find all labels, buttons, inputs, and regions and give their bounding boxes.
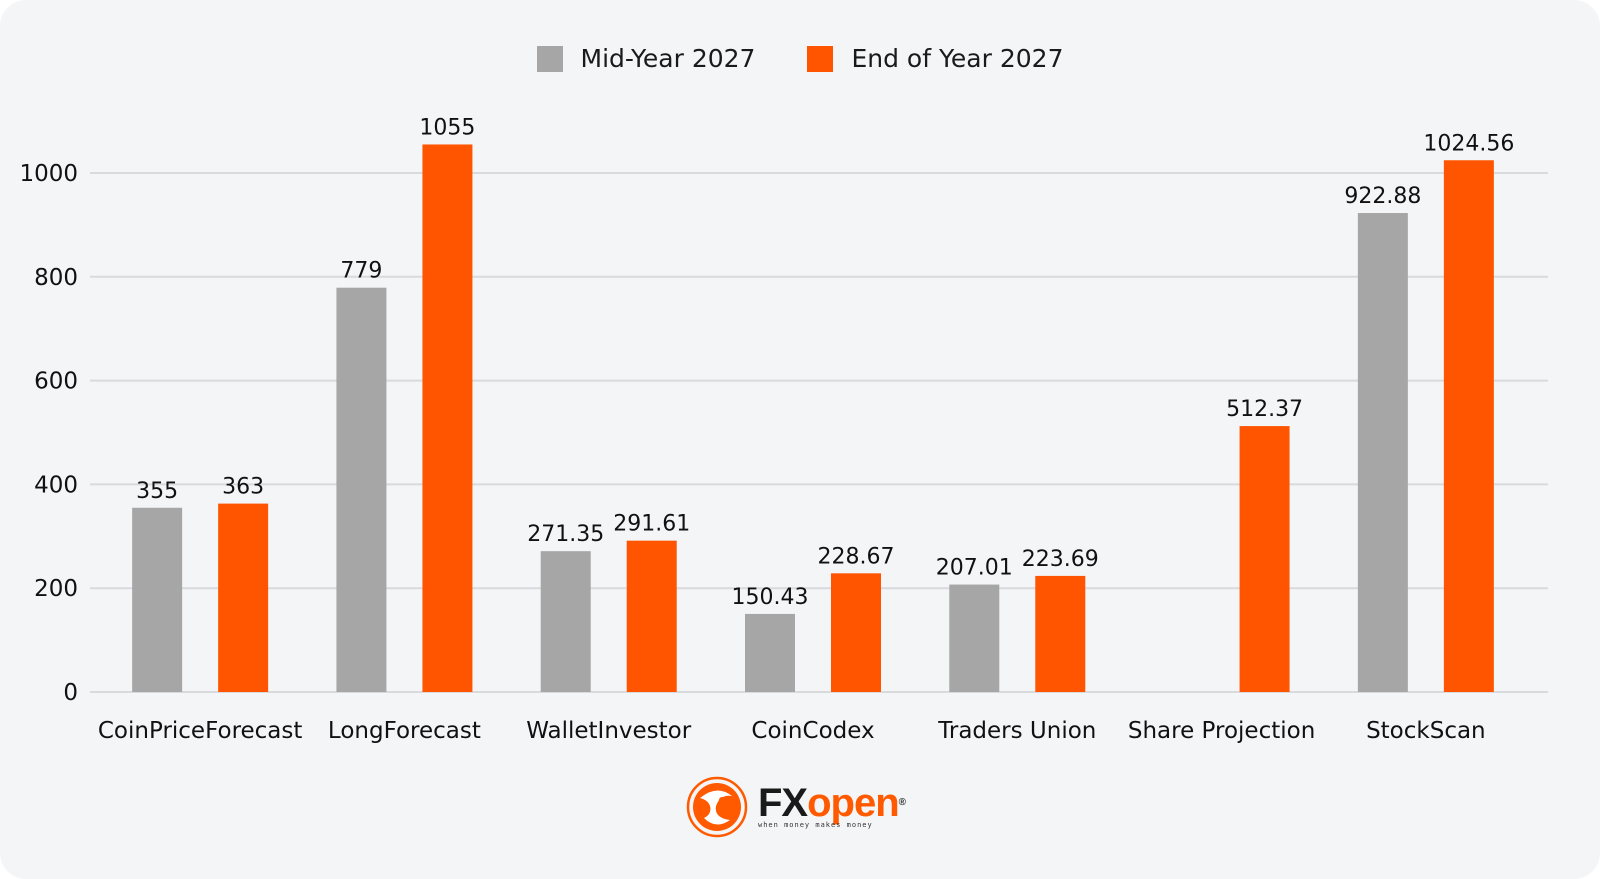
bar-mid-year <box>132 507 183 692</box>
x-tick-label: CoinPriceForecast <box>98 718 303 744</box>
x-tick-label: Traders Union <box>937 718 1096 744</box>
data-label: 1024.56 <box>1423 131 1514 156</box>
bar-end-of-year <box>218 503 269 692</box>
data-label: 355 <box>136 479 178 504</box>
data-label: 150.43 <box>732 585 809 610</box>
bull-logo-icon <box>686 776 748 838</box>
bar-end-of-year <box>626 540 677 692</box>
y-tick-label: 200 <box>34 576 78 602</box>
y-tick-label: 1000 <box>19 161 78 187</box>
data-label: 1055 <box>419 115 475 140</box>
bar-end-of-year <box>831 573 881 692</box>
brand-fx: FX <box>758 781 808 825</box>
bar-mid-year <box>745 613 795 692</box>
bar-end-of-year <box>1035 575 1086 692</box>
bar-chart: 0 200 400 600 800 1000 355 363 CoinPriceForecast… <box>19 115 1548 744</box>
bar-end-of-year <box>1443 160 1494 692</box>
data-label: 228.67 <box>818 544 895 569</box>
data-label: 291.61 <box>613 512 690 537</box>
bar-end-of-year <box>422 144 473 692</box>
legend-label-mid-year: Mid-Year 2027 <box>580 44 756 73</box>
legend-item-mid-year: Mid-Year 2027 <box>536 44 756 73</box>
bar-mid-year <box>540 551 591 692</box>
bar-mid-year <box>949 584 1000 692</box>
legend: Mid-Year 2027 End of Year 2027 <box>0 44 1600 73</box>
data-label: 512.37 <box>1226 397 1303 422</box>
data-label: 779 <box>340 259 382 284</box>
legend-label-end-of-year: End of Year 2027 <box>851 44 1064 73</box>
bar-end-of-year <box>1239 426 1290 692</box>
data-label: 271.35 <box>527 522 604 547</box>
data-label: 223.69 <box>1022 547 1099 572</box>
bar-mid-year <box>1357 213 1408 693</box>
bar-mid-year <box>336 287 387 692</box>
brand-open: open <box>807 781 900 825</box>
y-tick-label: 600 <box>34 369 78 395</box>
data-label: 363 <box>222 475 264 500</box>
x-tick-label: CoinCodex <box>751 718 874 744</box>
data-label: 207.01 <box>936 556 1013 581</box>
registered-mark: ® <box>898 797 906 808</box>
legend-swatch-mid-year <box>536 45 563 72</box>
legend-swatch-end-of-year <box>807 45 834 72</box>
brand-tagline: when money makes money <box>758 821 873 829</box>
fxopen-logo: FXopen® when money makes money <box>686 776 906 838</box>
data-label: 922.88 <box>1344 184 1421 209</box>
y-tick-label: 400 <box>34 472 78 498</box>
y-tick-label: 800 <box>34 265 78 291</box>
y-tick-label: 0 <box>63 680 78 706</box>
x-tick-label: StockScan <box>1366 718 1486 744</box>
x-tick-label: WalletInvestor <box>526 718 692 744</box>
x-tick-label: Share Projection <box>1128 718 1315 744</box>
legend-item-end-of-year: End of Year 2027 <box>807 44 1063 73</box>
x-tick-label: LongForecast <box>328 718 481 744</box>
